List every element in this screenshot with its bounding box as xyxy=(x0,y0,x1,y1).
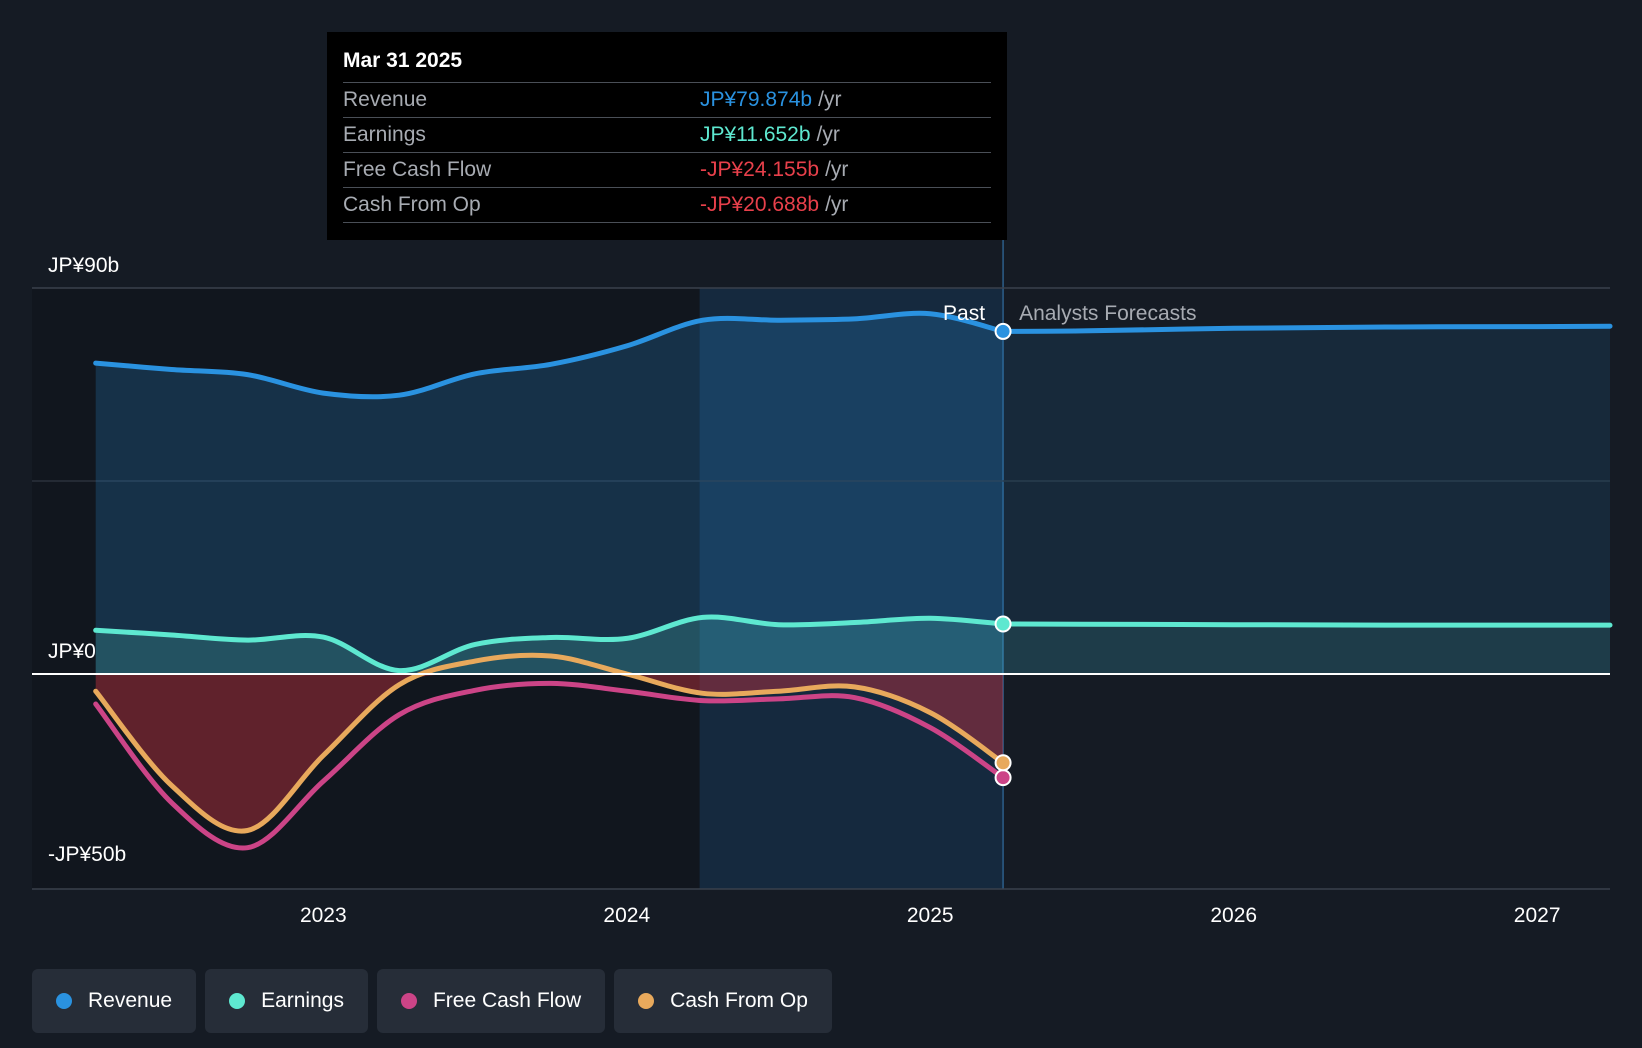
tooltip-row-revenue: Revenue JP¥79.874b /yr xyxy=(343,82,991,117)
x-tick-label: 2023 xyxy=(300,904,347,927)
y-tick-label: -JP¥50b xyxy=(48,843,126,866)
tooltip: Mar 31 2025 Revenue JP¥79.874b /yr Earni… xyxy=(327,32,1007,240)
tooltip-date: Mar 31 2025 xyxy=(343,49,463,72)
tooltip-unit: /yr xyxy=(816,123,840,146)
tooltip-unit: /yr xyxy=(825,193,849,216)
x-tick-label: 2025 xyxy=(907,904,954,927)
tooltip-row-cash-from-op: Cash From Op -JP¥20.688b /yr xyxy=(343,187,991,223)
earnings-forecast-line xyxy=(1000,621,1613,628)
revenue-forecast-line xyxy=(1000,323,1613,334)
x-tick-label: 2024 xyxy=(603,904,650,927)
tooltip-value: -JP¥20.688b xyxy=(700,193,820,216)
earnings-area xyxy=(95,617,1004,674)
legend-item-earnings[interactable]: Earnings xyxy=(205,969,368,1033)
earnings-marker xyxy=(994,615,1012,633)
legend-dot-icon xyxy=(400,993,417,1009)
legend-item-free-cash-flow[interactable]: Free Cash Flow xyxy=(376,969,606,1033)
tooltip-label: Cash From Op xyxy=(343,193,481,216)
legend-dot-icon xyxy=(638,993,655,1009)
revenue-marker xyxy=(994,322,1012,340)
revenue-area xyxy=(95,313,1004,674)
cash-from-op-line xyxy=(93,652,1006,834)
tooltip-unit: /yr xyxy=(825,158,849,181)
legend-item-cash-from-op[interactable]: Cash From Op xyxy=(614,969,832,1033)
legend-label: Revenue xyxy=(88,989,173,1012)
y-tick-label: JP¥90b xyxy=(48,254,119,277)
legend: Revenue Earnings Free Cash Flow Cash Fro… xyxy=(32,969,832,1033)
legend-label: Earnings xyxy=(261,989,344,1012)
x-tick-label: 2027 xyxy=(1514,904,1561,927)
tooltip-value: -JP¥24.155b xyxy=(700,158,820,181)
free-cash-flow-line xyxy=(93,680,1006,851)
earnings-line xyxy=(93,614,1006,674)
tooltip-row-earnings: Earnings JP¥11.652b /yr xyxy=(343,117,991,152)
revenue-line xyxy=(93,310,1006,400)
earnings-forecast-area xyxy=(1003,624,1610,674)
legend-dot-icon xyxy=(56,993,72,1009)
negative-cashflow-area xyxy=(95,672,1004,832)
x-tick-label: 2026 xyxy=(1210,904,1257,927)
cash-from-op-marker xyxy=(994,754,1012,772)
tooltip-label: Revenue xyxy=(343,88,428,111)
tooltip-value: JP¥79.874b xyxy=(700,88,813,111)
legend-dot-icon xyxy=(229,993,246,1009)
tooltip-label: Free Cash Flow xyxy=(343,158,492,181)
tooltip-unit: /yr xyxy=(818,88,842,111)
forecast-label: Analysts Forecasts xyxy=(1019,302,1196,325)
legend-item-revenue[interactable]: Revenue xyxy=(32,969,197,1033)
tooltip-value: JP¥11.652b xyxy=(700,123,811,146)
highlight-band xyxy=(699,288,1004,889)
free-cash-flow-marker xyxy=(994,769,1012,787)
y-tick-label: JP¥0 xyxy=(48,640,96,663)
legend-label: Free Cash Flow xyxy=(432,989,582,1012)
tooltip-row-free-cash-flow: Free Cash Flow -JP¥24.155b /yr xyxy=(343,152,991,187)
revenue-forecast-area xyxy=(1003,326,1610,674)
past-label: Past xyxy=(943,302,985,325)
tooltip-label: Earnings xyxy=(343,123,426,146)
legend-label: Cash From Op xyxy=(670,989,808,1012)
